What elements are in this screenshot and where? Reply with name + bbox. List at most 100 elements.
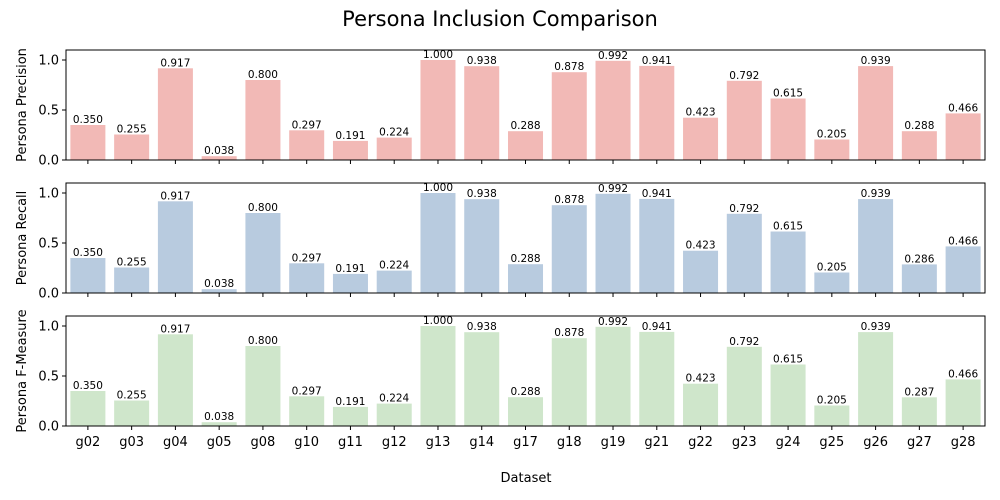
x-tick-label-g11: g11 bbox=[338, 435, 363, 450]
y-axis-label: Persona Recall bbox=[15, 191, 30, 286]
data-label-g05: 0.038 bbox=[204, 411, 234, 423]
bar-g03 bbox=[114, 134, 150, 160]
x-tick-label-g26: g26 bbox=[863, 435, 888, 450]
data-label-g23: 0.792 bbox=[729, 203, 759, 215]
bar-g17 bbox=[508, 264, 544, 293]
bar-g23 bbox=[726, 213, 762, 293]
data-label-g24: 0.615 bbox=[773, 354, 803, 366]
data-label-g25: 0.205 bbox=[817, 129, 847, 141]
data-label-g13: 1.000 bbox=[423, 182, 453, 194]
data-label-g23: 0.792 bbox=[729, 336, 759, 348]
bar-g23 bbox=[726, 80, 762, 160]
data-label-g08: 0.800 bbox=[248, 202, 278, 214]
data-label-g22: 0.423 bbox=[686, 373, 716, 385]
data-label-g25: 0.205 bbox=[817, 262, 847, 274]
x-tick-label-g18: g18 bbox=[557, 435, 582, 450]
x-tick-label-g21: g21 bbox=[644, 435, 669, 450]
data-label-g27: 0.287 bbox=[904, 386, 934, 398]
bar-g24 bbox=[770, 98, 806, 160]
data-label-g21: 0.941 bbox=[642, 188, 672, 200]
x-tick-label-g23: g23 bbox=[732, 435, 757, 450]
data-label-g05: 0.038 bbox=[204, 278, 234, 290]
x-tick-label-g17: g17 bbox=[513, 435, 538, 450]
y-tick-label: 0.5 bbox=[38, 104, 59, 119]
data-label-g12: 0.224 bbox=[379, 393, 409, 405]
data-label-g02: 0.350 bbox=[73, 114, 103, 126]
bar-g21 bbox=[639, 198, 675, 293]
bar-g08 bbox=[245, 346, 281, 426]
data-label-g26: 0.939 bbox=[861, 321, 891, 333]
data-label-g13: 1.000 bbox=[423, 315, 453, 327]
data-label-g18: 0.878 bbox=[554, 61, 584, 73]
data-label-g19: 0.992 bbox=[598, 50, 628, 62]
bar-g14 bbox=[464, 332, 500, 426]
bar-g05 bbox=[201, 289, 237, 293]
data-label-g22: 0.423 bbox=[686, 240, 716, 252]
data-label-g21: 0.941 bbox=[642, 321, 672, 333]
data-label-g12: 0.224 bbox=[379, 127, 409, 139]
data-label-g24: 0.615 bbox=[773, 221, 803, 233]
data-label-g21: 0.941 bbox=[642, 55, 672, 67]
data-label-g26: 0.939 bbox=[861, 188, 891, 200]
bar-g10 bbox=[289, 130, 325, 160]
bar-g13 bbox=[420, 326, 456, 426]
data-label-g04: 0.917 bbox=[160, 190, 190, 202]
data-label-g19: 0.992 bbox=[598, 316, 628, 328]
bar-g03 bbox=[114, 400, 150, 426]
bar-g03 bbox=[114, 267, 150, 293]
y-tick-label: 1.0 bbox=[38, 54, 59, 69]
data-label-g08: 0.800 bbox=[248, 69, 278, 81]
bar-g04 bbox=[157, 201, 193, 293]
bar-g14 bbox=[464, 199, 500, 293]
x-tick-label-g25: g25 bbox=[819, 435, 844, 450]
data-label-g13: 1.000 bbox=[423, 49, 453, 61]
x-tick-label-g04: g04 bbox=[163, 435, 188, 450]
bar-g27 bbox=[901, 264, 937, 293]
bar-g22 bbox=[683, 383, 719, 426]
bar-g25 bbox=[814, 139, 850, 160]
bar-g14 bbox=[464, 66, 500, 160]
bar-g28 bbox=[945, 246, 981, 293]
data-label-g17: 0.288 bbox=[510, 386, 540, 398]
data-label-g03: 0.255 bbox=[117, 257, 147, 269]
data-label-g11: 0.191 bbox=[335, 396, 365, 408]
chart-title: Persona Inclusion Comparison bbox=[342, 7, 658, 31]
data-label-g11: 0.191 bbox=[335, 263, 365, 275]
data-label-g27: 0.286 bbox=[904, 253, 934, 265]
data-label-g04: 0.917 bbox=[160, 323, 190, 335]
bar-g19 bbox=[595, 60, 631, 160]
bar-g05 bbox=[201, 156, 237, 160]
data-label-g10: 0.297 bbox=[292, 119, 322, 131]
bar-g22 bbox=[683, 117, 719, 160]
bar-g17 bbox=[508, 397, 544, 426]
x-tick-label-g24: g24 bbox=[776, 435, 801, 450]
x-tick-label-g19: g19 bbox=[601, 435, 626, 450]
y-axis-label: Persona Precision bbox=[15, 48, 30, 162]
data-label-g14: 0.938 bbox=[467, 188, 497, 200]
y-tick-label: 1.0 bbox=[38, 187, 59, 202]
data-label-g17: 0.288 bbox=[510, 253, 540, 265]
bar-g11 bbox=[332, 406, 368, 426]
bar-g12 bbox=[376, 270, 412, 293]
bar-g13 bbox=[420, 193, 456, 293]
bar-g23 bbox=[726, 346, 762, 426]
bar-g13 bbox=[420, 60, 456, 160]
bar-g27 bbox=[901, 131, 937, 160]
bar-g08 bbox=[245, 213, 281, 293]
bar-g21 bbox=[639, 65, 675, 160]
data-label-g23: 0.792 bbox=[729, 70, 759, 82]
y-tick-label: 0.5 bbox=[38, 370, 59, 385]
subplot-2: 0.350 0.255 0.917 0.038 0.800 0.297 0.191 0.224… bbox=[15, 182, 986, 302]
bar-g10 bbox=[289, 396, 325, 426]
data-label-g02: 0.350 bbox=[73, 247, 103, 259]
bar-g11 bbox=[332, 273, 368, 293]
data-label-g27: 0.288 bbox=[904, 120, 934, 132]
y-tick-label: 0.0 bbox=[38, 287, 59, 302]
data-label-g12: 0.224 bbox=[379, 260, 409, 272]
x-axis-label: Dataset bbox=[501, 471, 552, 486]
data-label-g24: 0.615 bbox=[773, 88, 803, 100]
bar-g26 bbox=[858, 199, 894, 293]
bar-g02 bbox=[70, 258, 106, 293]
bar-g12 bbox=[376, 403, 412, 426]
